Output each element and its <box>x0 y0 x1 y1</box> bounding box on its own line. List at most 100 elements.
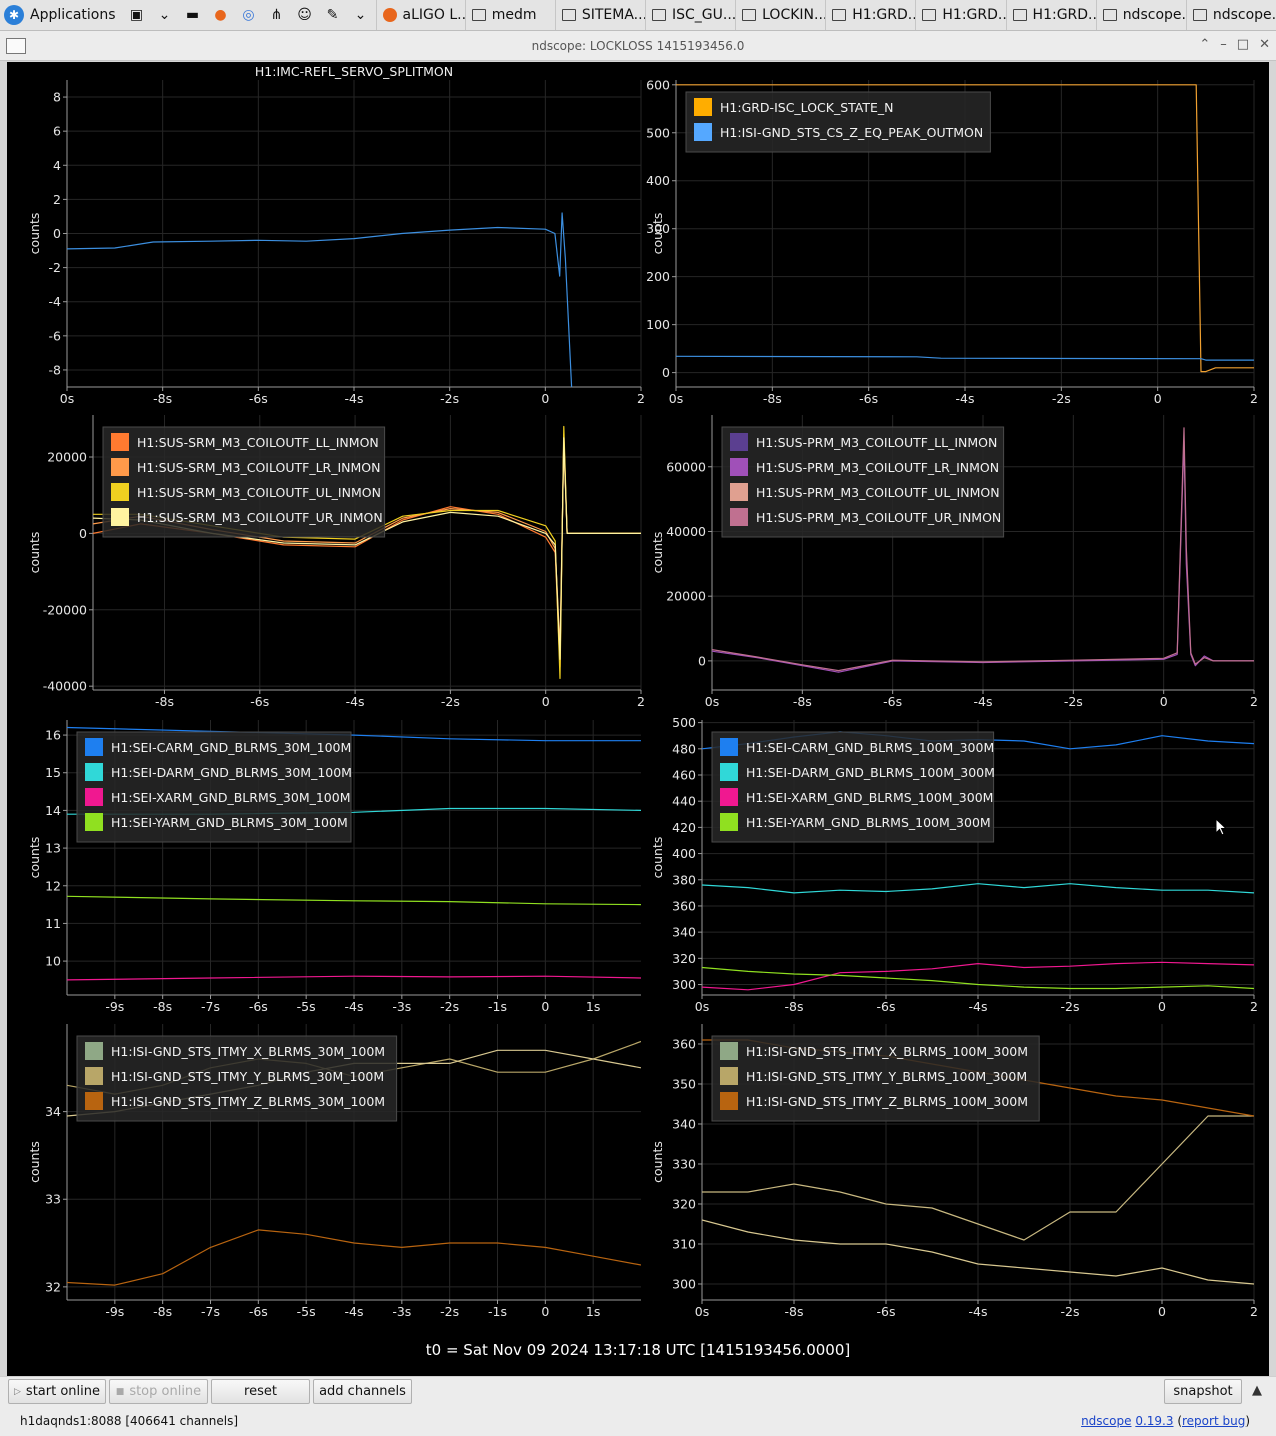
chromium-icon[interactable]: ◎ <box>242 7 255 23</box>
series-line <box>67 212 573 387</box>
x-tick-label: 0 <box>542 694 550 709</box>
y-tick-label: 480 <box>672 741 696 756</box>
x-tick-label: -2s <box>440 1304 459 1319</box>
x-tick-label: 2 <box>1250 391 1258 406</box>
x-tick-label: -4s <box>345 391 364 406</box>
x-tick-label: 0s <box>695 1304 709 1319</box>
chevron-down-icon[interactable]: ⌄ <box>354 7 367 23</box>
x-tick-label: -7s <box>201 1304 220 1319</box>
legend-swatch <box>694 98 712 116</box>
x-tick-label: -2s <box>1052 391 1071 406</box>
y-tick-label: -2 <box>49 260 61 275</box>
y-tick-label: 34 <box>45 1104 61 1119</box>
task-list: aLIGO L... medm SITEMA... ISC_GU... LOCKIN..… <box>375 0 1276 30</box>
task-label: LOCKIN... <box>762 7 826 23</box>
series-line <box>702 1219 1254 1285</box>
x-tick-label: 0 <box>541 999 549 1014</box>
y-tick-label: 11 <box>45 916 61 931</box>
x-tick-label: -8s <box>153 1304 172 1319</box>
x-tick-label: -1s <box>488 999 507 1014</box>
plot-panel[interactable]: 300 320 340 360 380 400 420 440 460 480 500 0s -8s -6… <box>650 715 1258 1014</box>
legend-entry: H1:SUS-SRM_M3_COILOUTF_LR_INMON <box>137 460 380 475</box>
task-button[interactable]: medm <box>464 0 555 30</box>
plot-panel[interactable]: -8 -6 -4 -2 0 2 4 6 8 0s -8s -6s -4s -2s 0 2 counts H1:IM… <box>27 64 645 406</box>
legend-swatch <box>85 788 103 806</box>
y-axis-label: counts <box>27 1141 42 1183</box>
legend-entry: H1:ISI-GND_STS_CS_Z_EQ_PEAK_OUTMON <box>720 125 983 140</box>
y-tick-label: 100 <box>646 317 670 332</box>
series-group <box>676 84 1254 373</box>
task-label: H1:GRD... <box>852 7 916 23</box>
x-tick-label: 2 <box>637 391 645 406</box>
plot-title: H1:IMC-REFL_SERVO_SPLITMON <box>255 64 453 79</box>
plot-grid[interactable]: -8 -6 -4 -2 0 2 4 6 8 0s -8s -6s -4s -2s 0 2 counts H1:IM… <box>7 62 1269 1376</box>
legend-entry: H1:ISI-GND_STS_ITMY_Z_BLRMS_30M_100M <box>111 1094 385 1109</box>
x-tick-label: -6s <box>859 391 878 406</box>
users-icon[interactable]: ☺ <box>297 7 312 23</box>
plot-panel[interactable]: 300 310 320 330 340 350 360 0s -8s -6s -4s -2s 0 2 cou… <box>650 1024 1258 1319</box>
start-online-button[interactable]: ▷ start online <box>8 1379 106 1404</box>
version-info: ndscope 0.19.3 (report bug) <box>1081 1414 1250 1428</box>
plot-panel[interactable]: 0 20000 40000 60000 0s -8s -6s -4s -2s 0 2 counts H1… <box>650 415 1258 709</box>
close-icon[interactable]: ✕ <box>1259 37 1270 52</box>
task-button[interactable]: H1:GRD... <box>1005 0 1096 30</box>
task-button[interactable]: ndscope... <box>1095 0 1186 30</box>
y-tick-label: 300 <box>672 1277 696 1292</box>
x-tick-label: -4s <box>956 391 975 406</box>
y-tick-label: 400 <box>646 173 670 188</box>
start-online-label: start online <box>25 1384 100 1399</box>
task-button[interactable]: ISC_GU... <box>644 0 736 30</box>
task-button[interactable]: aLIGO L... <box>375 0 465 30</box>
share-icon[interactable]: ⋔ <box>270 7 283 23</box>
stop-online-button[interactable]: ■ stop online <box>109 1379 208 1404</box>
legend-swatch <box>111 433 129 451</box>
series-line <box>67 895 641 906</box>
y-axis-label: counts <box>650 837 665 879</box>
window-menu-icon[interactable] <box>6 38 26 54</box>
t0-label: t0 = Sat Nov 09 2024 13:17:18 UTC [14151… <box>425 1341 851 1359</box>
plot-panel[interactable]: -40000 -20000 0 20000 -8s -6s -4s -2s 0 2 counts H1… <box>27 415 645 709</box>
legend-swatch <box>111 483 129 501</box>
expand-up-icon[interactable]: ▲ <box>1252 1383 1262 1398</box>
firefox-icon[interactable]: ● <box>214 7 227 23</box>
task-button[interactable]: ndscope... <box>1185 0 1276 30</box>
y-axis-label: counts <box>650 1141 665 1183</box>
y-axis-label: counts <box>27 532 42 574</box>
x-tick-label: 2 <box>1250 1304 1258 1319</box>
report-bug-link[interactable]: report bug <box>1182 1414 1246 1428</box>
ndscope-link[interactable]: ndscope <box>1081 1414 1132 1428</box>
plot-panel[interactable]: 0 100 200 300 400 500 600 0s -8s -6s -4s -2s 0 2 count… <box>646 77 1258 406</box>
legend-swatch <box>730 508 748 526</box>
task-button[interactable]: LOCKIN... <box>735 0 825 30</box>
snapshot-button[interactable]: snapshot <box>1164 1379 1242 1404</box>
legend-swatch <box>85 1092 103 1110</box>
y-tick-label: 360 <box>672 1037 696 1052</box>
y-tick-label: 40000 <box>666 524 706 539</box>
version-link[interactable]: 0.19.3 <box>1135 1414 1174 1428</box>
task-label: ISC_GU... <box>671 7 736 23</box>
task-button[interactable]: H1:GRD... <box>825 0 915 30</box>
plot-panel[interactable]: 10 11 12 13 14 15 16 -9s -8s -7s -6s -5s -4s -3s -2s -1… <box>27 720 641 1014</box>
series-line <box>712 427 1254 672</box>
task-label: ndscope... <box>1122 7 1186 23</box>
launcher-bar: ▣ ⌄ ▬ ● ◎ ⋔ ☺ ✎ ⌄ <box>122 5 376 25</box>
minimize-icon[interactable]: – <box>1220 37 1227 52</box>
add-channels-button[interactable]: add channels <box>313 1379 412 1404</box>
y-axis-label: counts <box>650 532 665 574</box>
task-button[interactable]: SITEMA... <box>554 0 645 30</box>
terminal-icon[interactable]: ▣ <box>129 7 144 23</box>
y-tick-label: 10 <box>45 954 61 969</box>
applications-menu[interactable]: ✱ Applications <box>0 0 122 30</box>
plot-panel[interactable]: 32 33 34 -9s -8s -7s -6s -5s -4s -3s -2s -1s 0 1s coun… <box>27 1024 641 1319</box>
shade-icon[interactable]: ⌃ <box>1199 37 1211 52</box>
folder-icon[interactable]: ▬ <box>185 7 200 23</box>
reset-button[interactable]: reset <box>211 1379 310 1404</box>
monitor-icon <box>742 9 757 21</box>
chevron-down-icon[interactable]: ⌄ <box>158 7 171 23</box>
maximize-icon[interactable]: □ <box>1236 37 1250 52</box>
y-tick-label: 12 <box>45 878 61 893</box>
y-tick-label: 13 <box>45 841 61 856</box>
y-tick-label: 2 <box>53 192 61 207</box>
task-button[interactable]: H1:GRD... <box>915 0 1006 30</box>
text-editor-icon[interactable]: ✎ <box>326 7 339 23</box>
